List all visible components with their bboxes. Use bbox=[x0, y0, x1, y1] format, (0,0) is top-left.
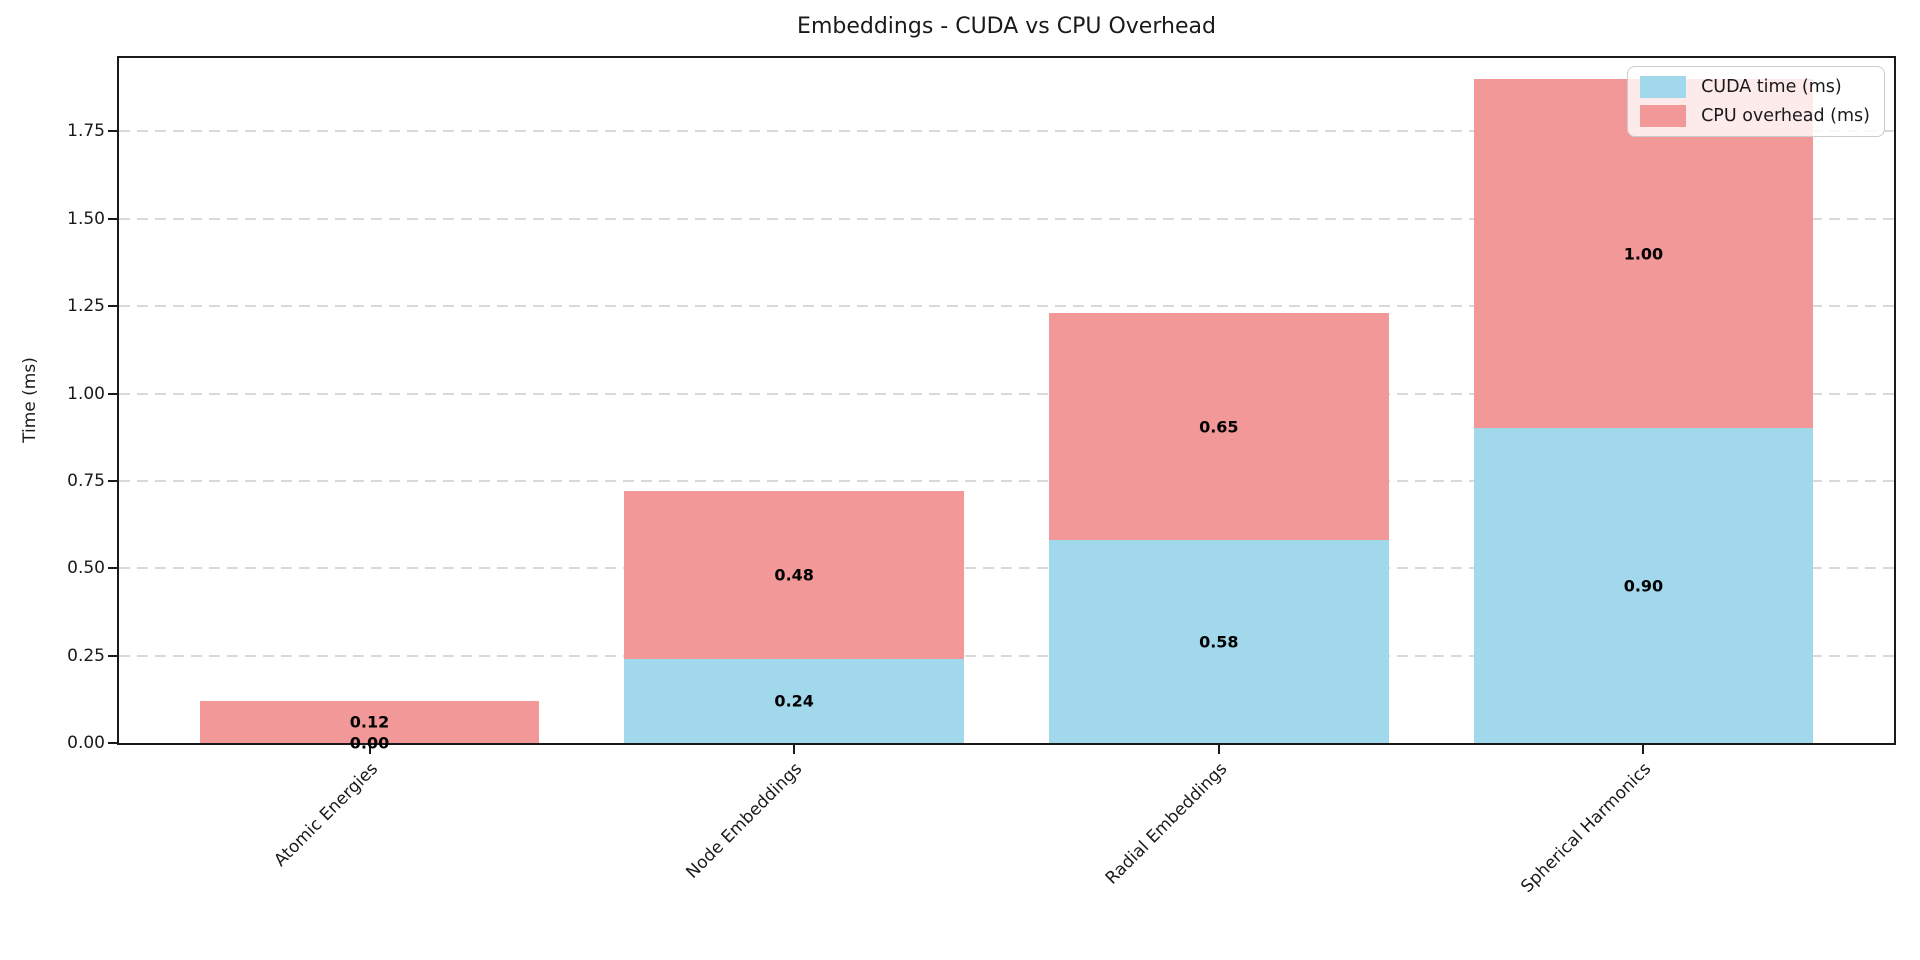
legend-item-cpu: CPU overhead (ms) bbox=[1640, 105, 1870, 127]
bar-segment-cuda bbox=[624, 659, 965, 743]
y-tick-mark bbox=[108, 479, 117, 482]
gridline bbox=[119, 305, 1894, 308]
gridline bbox=[119, 654, 1894, 657]
legend-item-cuda: CUDA time (ms) bbox=[1640, 76, 1870, 98]
y-tick-mark bbox=[108, 742, 117, 744]
bar-value-label: 0.90 bbox=[1623, 576, 1664, 596]
bar-segment-cuda bbox=[1473, 428, 1814, 743]
y-tick-mark bbox=[108, 567, 117, 570]
y-tick-mark bbox=[108, 654, 117, 657]
bar-value-label: 0.24 bbox=[774, 691, 814, 711]
y-tick-label: 1.50 bbox=[67, 208, 105, 229]
bar-segment-cuda bbox=[1048, 540, 1389, 743]
y-axis-label: Time (ms) bbox=[20, 357, 40, 443]
y-tick-mark bbox=[108, 392, 117, 395]
bar-value-label: 0.12 bbox=[349, 712, 390, 732]
bar-segment-cpu bbox=[624, 491, 965, 660]
y-tick-label: 0.50 bbox=[67, 558, 105, 579]
gridline bbox=[119, 567, 1894, 570]
gridline bbox=[119, 217, 1894, 220]
y-tick-label: 0.75 bbox=[67, 470, 105, 491]
y-tick-label: 1.25 bbox=[67, 296, 105, 317]
y-tick-label: 0.00 bbox=[67, 733, 105, 753]
legend-swatch-cuda bbox=[1640, 76, 1687, 98]
legend-label-cpu: CPU overhead (ms) bbox=[1701, 106, 1870, 126]
x-tick-mark bbox=[793, 745, 796, 754]
bar-segment-cpu bbox=[1473, 78, 1814, 429]
x-tick-label: Spherical Harmonics bbox=[1517, 759, 1656, 897]
bar-segment-cpu bbox=[1048, 313, 1389, 541]
bar-value-label: 0.00 bbox=[349, 733, 390, 753]
x-tick-mark bbox=[1217, 745, 1220, 754]
bar-value-label: 0.65 bbox=[1199, 417, 1239, 437]
legend: CUDA time (ms) CPU overhead (ms) bbox=[1627, 66, 1885, 137]
x-tick-mark bbox=[1642, 745, 1645, 754]
y-tick-label: 0.25 bbox=[67, 645, 105, 666]
legend-label-cuda: CUDA time (ms) bbox=[1701, 77, 1842, 97]
legend-swatch-cpu bbox=[1640, 105, 1687, 127]
chart-title: Embeddings - CUDA vs CPU Overhead bbox=[797, 14, 1216, 39]
x-tick-label: Atomic Energies bbox=[270, 759, 382, 871]
y-tick-mark bbox=[108, 130, 117, 133]
y-tick-mark bbox=[108, 217, 117, 220]
x-tick-mark bbox=[368, 745, 371, 754]
bar-value-label: 0.48 bbox=[774, 565, 814, 585]
bar-value-label: 1.00 bbox=[1623, 244, 1664, 264]
gridline bbox=[119, 479, 1894, 482]
gridline bbox=[119, 392, 1894, 395]
x-tick-label: Radial Embeddings bbox=[1101, 759, 1231, 889]
x-tick-label: Node Embeddings bbox=[682, 759, 807, 883]
bar-value-label: 0.58 bbox=[1199, 632, 1239, 652]
bar-segment-cpu bbox=[199, 701, 540, 743]
y-tick-label: 1.75 bbox=[67, 121, 105, 142]
y-tick-mark bbox=[108, 305, 117, 308]
y-tick-label: 1.00 bbox=[67, 383, 105, 404]
gridline bbox=[119, 130, 1894, 133]
